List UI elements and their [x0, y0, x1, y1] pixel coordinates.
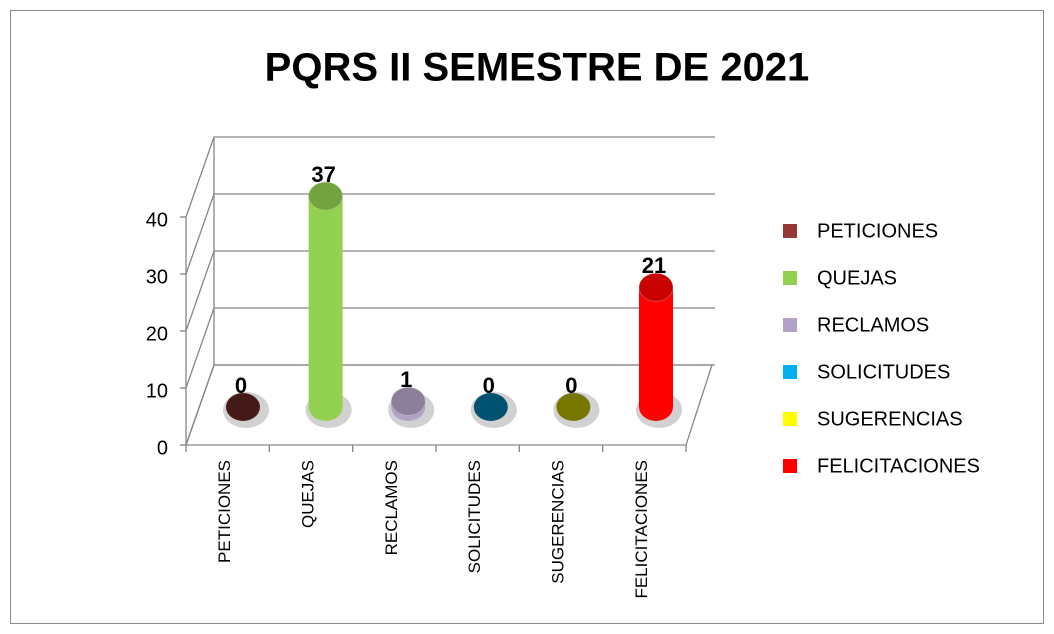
bar-shade [473, 393, 508, 421]
bar-shade [391, 387, 426, 416]
legend-label: SUGERENCIAS [817, 408, 963, 430]
bar-shade [556, 393, 591, 421]
x-tick-label: SOLICITUDES [465, 460, 484, 573]
legend-label: SOLICITUDES [817, 361, 950, 383]
legend-swatch [783, 271, 797, 285]
legend-swatch [783, 459, 797, 473]
grid-line [185, 193, 715, 275]
data-label: 0 [483, 373, 495, 398]
data-label: 1 [400, 367, 412, 392]
bar [639, 287, 673, 421]
bar-top [308, 181, 344, 211]
bar-top [473, 392, 509, 422]
legend-swatch [783, 412, 797, 426]
chart-title: PQRS II SEMESTRE DE 2021 [265, 46, 810, 90]
legend-swatch [783, 318, 797, 332]
y-tick-label: 20 [146, 323, 168, 345]
legend-label: PETICIONES [817, 220, 938, 242]
legend-swatch [783, 224, 797, 238]
x-tick-label: SUGERENCIAS [548, 460, 567, 584]
grid-line [185, 364, 715, 446]
bar-shade [226, 393, 260, 421]
data-label: 37 [311, 162, 335, 187]
legend-label: FELICITACIONES [817, 455, 980, 477]
y-tick-label: 40 [146, 209, 168, 231]
bar-shade [308, 182, 343, 211]
grid-line [185, 307, 715, 389]
legend-label: QUEJAS [817, 267, 897, 289]
bar-shade [639, 273, 673, 302]
x-tick-label: RECLAMOS [382, 460, 401, 555]
bar [308, 196, 343, 422]
legend-swatch [783, 365, 797, 379]
bar-top [225, 392, 261, 422]
data-label: 0 [565, 373, 577, 398]
x-tick-label: FELICITACIONES [632, 460, 651, 599]
legend-label: RECLAMOS [817, 314, 929, 336]
y-tick-label: 30 [146, 266, 168, 288]
bar-top [390, 386, 426, 416]
data-label: 21 [642, 253, 666, 278]
chart-frame [10, 10, 1044, 624]
x-tick-label: PETICIONES [215, 460, 234, 563]
grid-line [185, 136, 715, 218]
bar-top [638, 272, 674, 302]
y-tick-label: 0 [157, 437, 168, 459]
data-label: 0 [235, 373, 247, 398]
grid-line [185, 250, 715, 332]
bar-top [555, 392, 591, 422]
y-tick-label: 10 [146, 380, 168, 402]
x-tick-label: QUEJAS [298, 460, 317, 528]
